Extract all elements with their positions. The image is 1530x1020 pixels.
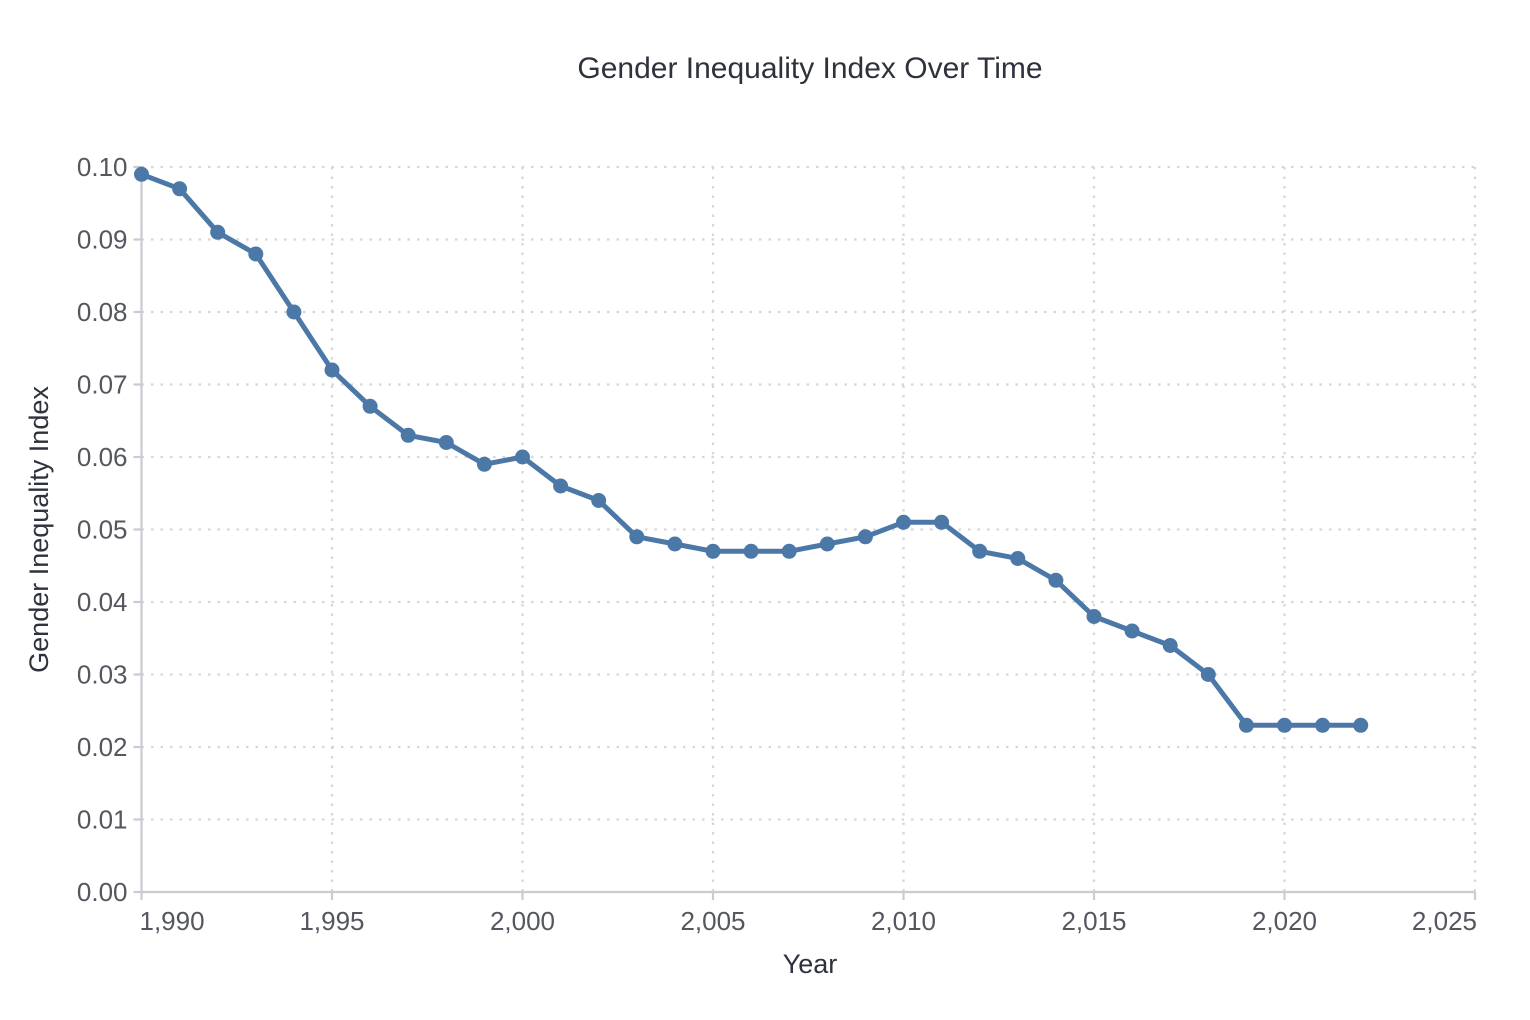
data-point — [896, 514, 911, 530]
x-axis-title: Year — [783, 949, 838, 979]
data-line — [139, 171, 1364, 728]
data-point — [248, 246, 264, 262]
y-tick-label: 0.08 — [77, 297, 128, 327]
chart-title: Gender Inequality Index Over Time — [577, 52, 1042, 85]
y-tick-label: 0.09 — [77, 224, 128, 254]
data-point — [591, 493, 607, 508]
x-tick-label: 2,015 — [1061, 906, 1126, 936]
data-point — [972, 543, 988, 559]
data-point — [781, 543, 797, 559]
data-point — [1086, 609, 1102, 624]
data-point — [857, 529, 873, 545]
data-point — [1200, 667, 1216, 682]
data-point — [1238, 717, 1254, 733]
data-point — [515, 449, 530, 465]
x-tick-label: 2,025 — [1412, 906, 1477, 936]
data-point — [553, 478, 569, 494]
y-tick-label: 0.06 — [77, 442, 128, 472]
axis-layer — [133, 165, 1477, 900]
data-point — [210, 224, 226, 240]
x-tick-label: 2,000 — [490, 906, 555, 936]
x-tick-label: 1,995 — [299, 906, 364, 936]
data-point — [1048, 572, 1064, 588]
x-tick-label: 2,020 — [1252, 906, 1317, 936]
data-point — [819, 536, 835, 552]
tick-label-layer: 0.00 0.01 0.02 0.03 0.04 0.05 0.06 0.07 0.08 0.09… — [77, 152, 1477, 936]
data-point — [705, 543, 721, 559]
y-tick-label: 0.03 — [77, 659, 128, 689]
data-point — [438, 435, 454, 450]
data-point — [400, 427, 416, 443]
y-tick-label: 0.01 — [77, 804, 128, 834]
data-series — [134, 166, 1369, 733]
data-point — [1010, 551, 1026, 566]
data-point — [743, 543, 759, 559]
data-point — [324, 362, 340, 378]
data-point — [172, 181, 188, 197]
data-point — [1315, 717, 1331, 733]
data-point — [476, 456, 492, 472]
data-point — [934, 514, 950, 530]
data-point — [362, 398, 378, 414]
data-point — [1353, 717, 1369, 733]
y-tick-label: 0.05 — [77, 514, 128, 544]
data-point — [667, 536, 683, 552]
data-point — [1162, 638, 1178, 653]
x-tick-label: 2,010 — [871, 906, 936, 936]
y-tick-label: 0.04 — [77, 587, 128, 617]
data-point — [286, 304, 302, 320]
y-tick-label: 0.10 — [77, 152, 128, 182]
grid-layer — [140, 165, 1477, 894]
data-point — [1124, 623, 1140, 639]
data-point — [1277, 717, 1292, 733]
y-tick-label: 0.00 — [77, 877, 128, 907]
data-point — [629, 529, 645, 545]
y-axis-title: Gender Inequality Index — [24, 386, 54, 673]
y-tick-label: 0.07 — [77, 369, 128, 399]
x-tick-label: 1,990 — [140, 906, 205, 936]
y-tick-label: 0.02 — [77, 732, 128, 762]
x-tick-label: 2,005 — [680, 906, 745, 936]
data-point — [134, 166, 149, 182]
